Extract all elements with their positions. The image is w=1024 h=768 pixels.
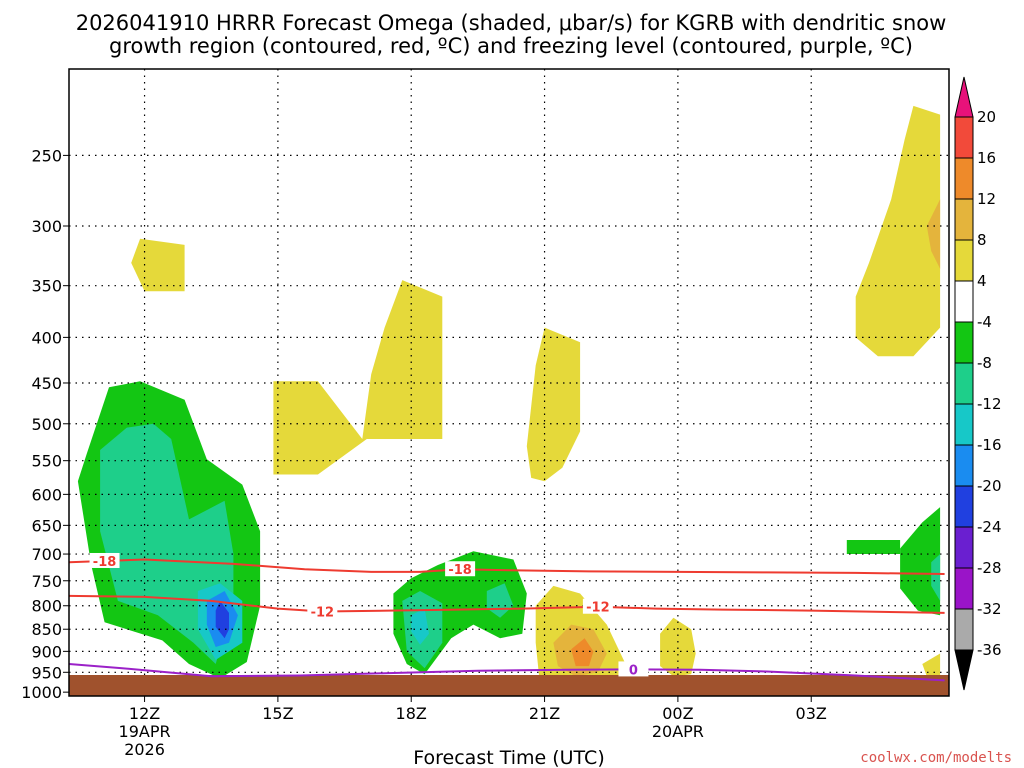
colorbar-band-1 <box>954 157 974 200</box>
contour-label-1-0: -12 <box>311 606 335 621</box>
omega-region-19 <box>931 554 941 601</box>
y-tick-label-300: 300 <box>31 217 62 236</box>
colorbar-band-5 <box>954 321 974 364</box>
y-tick-label-900: 900 <box>31 642 62 661</box>
y-tick-label-800: 800 <box>31 597 62 616</box>
contour-label-1-1: -12 <box>586 601 610 616</box>
colorbar-band-4 <box>954 280 974 323</box>
y-tick-label-250: 250 <box>31 146 62 165</box>
colorbar-label-12: -32 <box>977 600 1002 618</box>
colorbar: 20 16 12 8 4 -4 -8 -12 -16 -20 -24 -28 -32 -36 <box>954 76 1002 691</box>
colorbar-label-10: -24 <box>977 518 1002 536</box>
colorbar-top-arrow <box>954 76 974 118</box>
x-axis-label: Forecast Time (UTC) <box>413 747 604 768</box>
y-tick-label-600: 600 <box>31 485 62 504</box>
colorbar-label-6: -8 <box>977 354 992 372</box>
x-tick-sublabel-12Z-1: 2026 <box>124 740 165 759</box>
contour-line-2 <box>69 663 945 682</box>
contour-label-bg-2-0 <box>618 661 649 677</box>
contour-label-0-1: -18 <box>448 563 472 578</box>
contour-label-bg-0-1 <box>445 561 476 577</box>
y-tick-label-650: 650 <box>31 516 62 535</box>
omega-region-20 <box>846 540 901 554</box>
colorbar-band-7 <box>954 403 974 446</box>
colorbar-label-5: -4 <box>977 313 992 331</box>
omega-region-21 <box>922 653 941 679</box>
omega-region-14 <box>571 638 594 667</box>
colorbar-band-8 <box>954 444 974 487</box>
colorbar-label-7: -12 <box>977 395 1002 413</box>
x-tick-sublabel-00Z-0: 20APR <box>652 722 704 741</box>
colorbar-bottom-arrow <box>954 649 974 691</box>
contour-label-2-0: 0 <box>629 663 638 678</box>
y-tick-label-700: 700 <box>31 545 62 564</box>
omega-region-16 <box>855 105 941 357</box>
omega-region-8 <box>411 608 429 645</box>
y-tick-label-450: 450 <box>31 374 62 393</box>
contour-label-0-0: -18 <box>93 555 117 570</box>
omega-region-17 <box>926 199 941 269</box>
x-tick-label-12Z: 12Z <box>129 704 160 723</box>
colorbar-label-4: 4 <box>977 272 987 290</box>
colorbar-label-8: -16 <box>977 436 1002 454</box>
x-tick-label-00Z: 00Z <box>662 704 693 723</box>
omega-region-15 <box>660 617 696 677</box>
x-tick-label-21Z: 21Z <box>529 704 560 723</box>
colorbar-label-0: 20 <box>977 108 996 126</box>
omega-region-18 <box>900 507 941 616</box>
y-tick-label-850: 850 <box>31 620 62 639</box>
colorbar-label-9: -20 <box>977 477 1002 495</box>
x-tick-label-15Z: 15Z <box>262 704 293 723</box>
colorbar-band-9 <box>954 485 974 528</box>
plot-gridlines <box>69 69 949 696</box>
colorbar-label-13: -36 <box>977 641 1002 659</box>
omega-region-10 <box>273 280 443 475</box>
contour-label-bg-0-0 <box>89 552 120 568</box>
y-tick-label-550: 550 <box>31 452 62 471</box>
colorbar-band-2 <box>954 198 974 241</box>
y-tick-label-750: 750 <box>31 572 62 591</box>
colorbar-label-11: -28 <box>977 559 1002 577</box>
x-tick-sublabel-12Z-0: 19APR <box>119 722 171 741</box>
colorbar-label-2: 12 <box>977 190 996 208</box>
colorbar-band-0 <box>954 116 974 159</box>
colorbar-band-11 <box>954 567 974 610</box>
colorbar-label-3: 8 <box>977 231 987 249</box>
y-tick-label-350: 350 <box>31 277 62 296</box>
colorbar-band-10 <box>954 526 974 569</box>
y-axis: 250 300 350 400 450 500 550 600 650 700 750 800 850 9… <box>21 146 69 702</box>
contour-line-1 <box>69 594 945 614</box>
y-tick-label-500: 500 <box>31 415 62 434</box>
colorbar-label-1: 16 <box>977 149 996 167</box>
contour-label-bg-1-1 <box>582 598 613 614</box>
colorbar-band-6 <box>954 362 974 405</box>
credit-text: coolwx.com/modelts <box>860 750 1012 766</box>
x-tick-label-18Z: 18Z <box>396 704 427 723</box>
contour-labels: -18 -18 -12 -12 0 <box>89 552 649 678</box>
chart-title-line-2: growth region (contoured, red, ºC) and f… <box>109 34 913 58</box>
y-tick-label-1000: 1000 <box>21 683 62 702</box>
omega-region-11 <box>526 327 581 482</box>
y-tick-label-950: 950 <box>31 663 62 682</box>
ground-surface <box>69 675 949 696</box>
colorbar-band-3 <box>954 239 974 282</box>
contour-label-bg-1-0 <box>307 603 338 619</box>
chart-title-line-1: 2026041910 HRRR Forecast Omega (shaded, … <box>76 11 947 35</box>
colorbar-band-12 <box>954 608 974 651</box>
x-tick-label-03Z: 03Z <box>796 704 827 723</box>
y-tick-label-400: 400 <box>31 328 62 347</box>
